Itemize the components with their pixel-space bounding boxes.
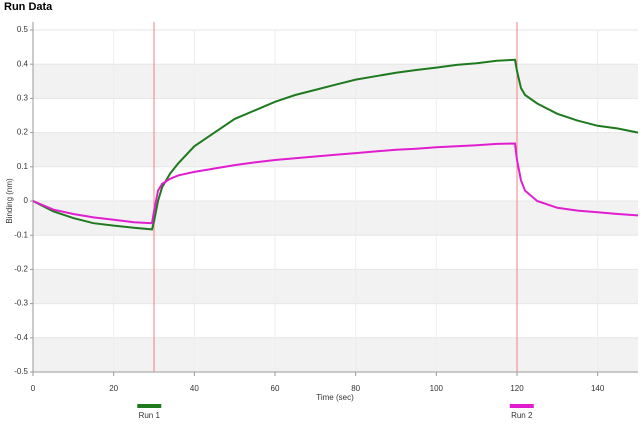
x-axis-label: Time (sec) [316,393,354,402]
y-tick-label: 0.4 [17,59,29,68]
y-tick-label: 0 [24,196,29,205]
y-tick-label: 0.2 [17,128,29,137]
legend-label: Run 1 [139,411,161,420]
y-axis-label: Binding (nm) [5,178,14,224]
x-tick-label: 100 [430,384,444,393]
y-tick-label: -0.2 [14,265,28,274]
y-tick-label: 0.5 [17,25,29,34]
band [33,132,638,167]
band [33,64,638,99]
band [33,337,638,372]
legend-label: Run 2 [511,411,533,420]
y-tick-label: -0.1 [14,230,28,239]
y-tick-label: -0.3 [14,299,28,308]
y-tick-label: -0.5 [14,367,28,376]
x-tick-label: 20 [109,384,118,393]
x-tick-label: 0 [31,384,36,393]
x-tick-label: 140 [591,384,605,393]
series-line [32,58,639,231]
x-tick-label: 60 [271,384,280,393]
band [33,269,638,304]
series-line [32,142,639,225]
y-tick-label: 0.1 [17,162,29,171]
band [33,201,638,236]
x-tick-label: 40 [190,384,199,393]
y-tick-label: 0.3 [17,94,29,103]
x-tick-label: 120 [510,384,524,393]
y-tick-label: -0.4 [14,333,28,342]
x-tick-label: 80 [351,384,360,393]
chart-title: Run Data [4,1,53,13]
